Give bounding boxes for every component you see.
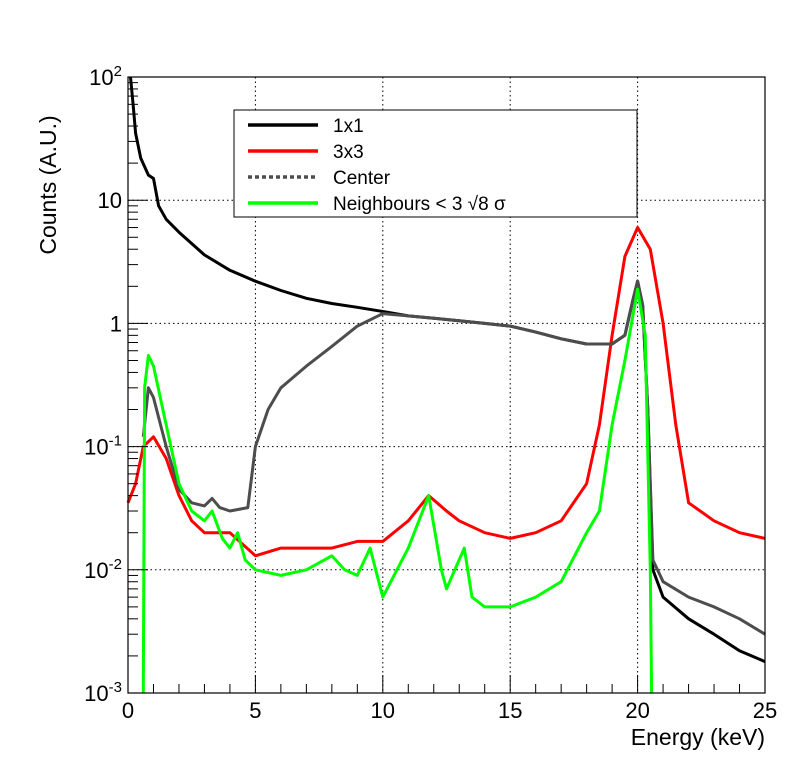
x-tick-label: 25 (753, 698, 777, 723)
plot-frame (127, 76, 766, 694)
series-line-3x3 (126, 226, 766, 558)
ticks: 0 5 10 15 20 25 102 10 1 10-1 10-2 10-3 (84, 63, 777, 723)
y-tick-label: 102 (89, 63, 122, 90)
series-line-center (141, 279, 766, 636)
x-axis-label: Energy (keV) (631, 724, 765, 750)
y-tick-label: 10-2 (84, 556, 122, 583)
y-tick-label: 10-1 (84, 433, 122, 460)
x-tick-label: 20 (625, 698, 649, 723)
series-line-neighbours-3-8- (141, 287, 654, 694)
legend-label: Center (333, 168, 391, 189)
x-tick-label: 10 (371, 698, 395, 723)
legend-box (233, 109, 638, 218)
x-tick-label: 15 (498, 698, 522, 723)
grid (128, 77, 765, 693)
legend-label: Neighbours < 3 √8 σ (333, 194, 506, 215)
legend: 1x1 3x3 Center Neighbours < 3 √8 σ (233, 109, 638, 218)
y-tick-label: 1 (110, 311, 122, 336)
x-tick-label: 5 (249, 698, 261, 723)
y-axis-label: Counts (A.U.) (35, 115, 61, 254)
y-tick-label: 10 (98, 188, 122, 213)
y-tick-label: 10-3 (84, 679, 122, 706)
curves (126, 76, 766, 694)
x-tick-label: 0 (122, 698, 134, 723)
legend-label: 3x3 (333, 142, 364, 163)
legend-label: 1x1 (333, 116, 364, 137)
